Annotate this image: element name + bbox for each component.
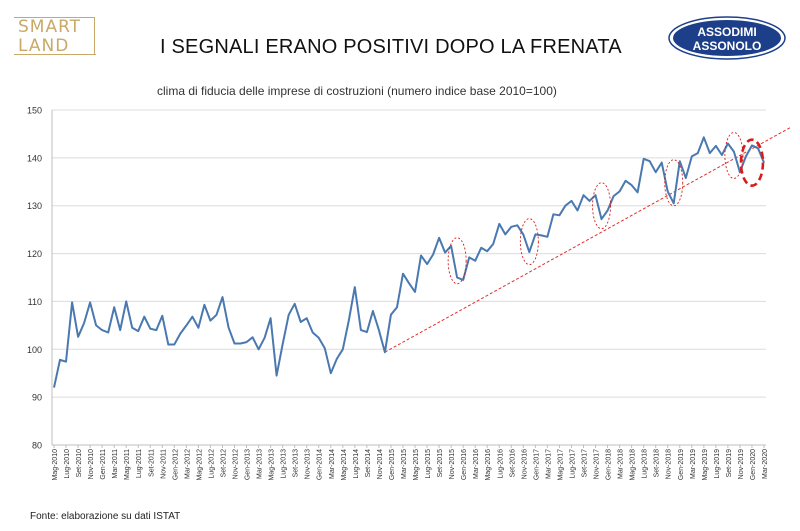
highlight-ellipse-bold — [739, 138, 765, 187]
x-tick-label: Set-2014 — [365, 449, 372, 478]
assodimi-assonolo-logo: ASSODIMI ASSONOLO — [668, 16, 786, 60]
x-tick-label: Gen-2017 — [533, 449, 540, 480]
x-tick-label: Gen-2016 — [461, 449, 468, 480]
x-tick-label: Mag-2015 — [413, 449, 420, 481]
y-axis: 80 90 100 110 120 130 140 150 — [27, 106, 53, 451]
x-tick-label: Mar-2020 — [762, 449, 769, 479]
x-tick-label: Nov-2017 — [594, 449, 601, 479]
y-tick-label: 80 — [32, 441, 42, 451]
trend-line — [384, 127, 791, 353]
x-tick-label: Mar-2012 — [184, 449, 191, 479]
x-tick-label: Nov-2015 — [449, 449, 456, 479]
chart-title: clima di fiducia delle imprese di costru… — [157, 84, 557, 98]
x-tick-label: Mar-2011 — [112, 449, 119, 479]
x-tick-label: Gen-2012 — [172, 449, 179, 480]
x-tick-label: Gen-2014 — [317, 449, 324, 480]
x-tick-label: Mag-2013 — [269, 449, 276, 481]
x-axis: Mag-2010 Lug-2010 Set-2010 Nov-2010 Gen-2011… — [52, 444, 769, 481]
x-tick-label: Mag-2018 — [630, 449, 637, 481]
x-tick-label: Gen-2018 — [606, 449, 613, 480]
highlight-ellipse — [592, 182, 611, 230]
x-tick-label: Lug-2019 — [714, 449, 721, 479]
smartland-logo-line2: LAND — [18, 36, 70, 56]
x-tick-label: Nov-2016 — [521, 449, 528, 479]
x-tick-label: Set-2015 — [437, 449, 444, 478]
x-tick-label: Set-2010 — [76, 449, 83, 478]
x-tick-label: Mar-2019 — [690, 449, 697, 479]
chart-gridlines — [52, 109, 766, 446]
x-tick-label: Nov-2010 — [88, 449, 95, 479]
series-line — [53, 136, 765, 388]
x-tick-label: Nov-2014 — [377, 449, 384, 479]
x-tick-label: Set-2018 — [654, 449, 661, 478]
x-tick-label: Gen-2015 — [389, 449, 396, 480]
highlight-group — [447, 132, 765, 285]
x-tick-label: Lug-2015 — [425, 449, 432, 479]
y-tick-label: 110 — [28, 297, 42, 307]
x-tick-label: Mar-2013 — [257, 449, 264, 479]
x-tick-label: Mag-2011 — [124, 449, 131, 480]
x-tick-label: Mar-2017 — [545, 449, 552, 479]
y-tick-label: 130 — [27, 201, 42, 211]
x-tick-label: Lug-2010 — [64, 449, 71, 479]
x-tick-label: Nov-2011 — [160, 449, 167, 479]
x-tick-label: Mar-2016 — [473, 449, 480, 479]
x-tick-label: Set-2012 — [220, 449, 227, 478]
x-tick-label: Mag-2017 — [557, 449, 564, 481]
x-tick-label: Mag-2016 — [485, 449, 492, 481]
highlight-ellipse — [664, 159, 684, 207]
x-tick-label: Set-2016 — [509, 449, 516, 478]
series-group — [53, 136, 765, 388]
y-tick-label: 90 — [32, 393, 42, 403]
y-tick-label: 140 — [27, 153, 42, 163]
x-tick-label: Lug-2016 — [497, 449, 504, 479]
y-tick-label: 100 — [27, 345, 42, 355]
x-tick-label: Set-2017 — [581, 449, 588, 478]
x-tick-label: Lug-2012 — [208, 449, 215, 479]
x-tick-label: Mag-2014 — [341, 449, 348, 481]
source-note: Fonte: elaborazione su dati ISTAT — [30, 511, 181, 522]
x-tick-label: Lug-2013 — [281, 449, 288, 479]
x-tick-label: Gen-2011 — [100, 449, 107, 480]
x-tick-label: Lug-2018 — [642, 449, 649, 479]
x-tick-label: Mag-2019 — [702, 449, 709, 481]
y-tick-label: 150 — [27, 106, 42, 116]
x-tick-label: Gen-2020 — [750, 449, 757, 480]
x-tick-label: Mar-2014 — [329, 449, 336, 479]
x-tick-label: Gen-2019 — [678, 449, 685, 480]
x-tick-label: Set-2011 — [148, 449, 155, 477]
x-tick-label: Mar-2018 — [618, 449, 625, 479]
highlight-ellipse — [447, 237, 467, 285]
highlight-ellipse — [724, 132, 744, 179]
smartland-logo: SMART LAND — [14, 17, 96, 56]
highlight-ellipse — [519, 218, 539, 266]
page-title: I SEGNALI ERANO POSITIVI DOPO LA FRENATA — [160, 36, 622, 58]
smartland-logo-line1: SMART — [18, 17, 82, 37]
x-tick-label: Lug-2017 — [569, 449, 576, 479]
x-tick-label: Mar-2015 — [401, 449, 408, 479]
x-tick-label: Lug-2011 — [136, 449, 143, 478]
assonolo-logo-line2: ASSONOLO — [693, 39, 762, 53]
x-tick-label: Nov-2012 — [233, 449, 240, 479]
x-tick-label: Nov-2019 — [738, 449, 745, 479]
x-tick-label: Mag-2010 — [52, 449, 59, 481]
x-tick-label: Set-2019 — [726, 449, 733, 478]
x-tick-label: Gen-2013 — [245, 449, 252, 480]
x-tick-label: Lug-2014 — [353, 449, 360, 479]
x-tick-label: Mag-2012 — [196, 449, 203, 481]
x-tick-label: Nov-2018 — [666, 449, 673, 479]
x-tick-label: Set-2013 — [293, 449, 300, 478]
assodimi-logo-line1: ASSODIMI — [697, 25, 756, 39]
trend-line-group — [384, 127, 791, 353]
x-tick-label: Nov-2013 — [305, 449, 312, 479]
y-tick-label: 120 — [27, 249, 42, 259]
